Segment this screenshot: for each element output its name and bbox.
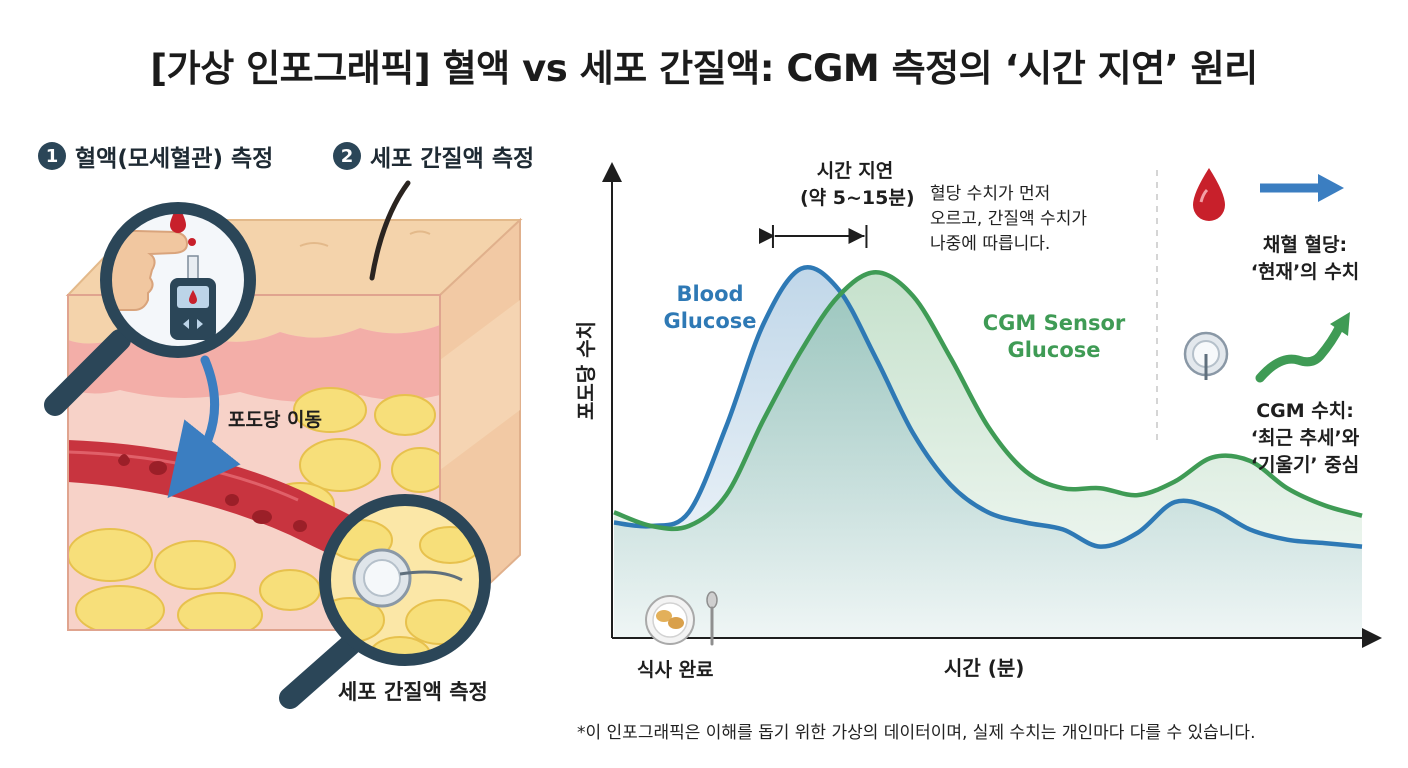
legend-cgm-caption: CGM 수치: ‘최근 추세’와 ‘기울기’ 중심 [1250, 400, 1360, 476]
legend-blood-caption: 채혈 혈당: ‘현재’의 수치 [1250, 234, 1360, 283]
right-arrow-icon [1260, 174, 1344, 202]
magnifier-interstitial-sensor [279, 494, 491, 709]
series-line-0 [613, 265, 1363, 549]
lag-explanation-note: 혈당 수치가 먼저 오르고, 간질액 수치가 나중에 따릅니다. [930, 184, 1087, 254]
footnote: *이 인포그래픽은 이해를 돕기 위한 가상의 데이터이며, 실제 수치는 개인… [577, 723, 1256, 743]
x-axis-label: 시간 (분) [944, 656, 1025, 680]
magnifier-finger-prick [44, 202, 256, 416]
step-2-header: 2 세포 간질액 측정 [333, 139, 534, 173]
skin-cross-section-illustration [44, 180, 523, 709]
time-lag-label: 시간 지연 (약 5~15분) [800, 160, 915, 209]
cgm-sensor-icon [1183, 331, 1229, 380]
time-lag-indicator [758, 225, 868, 248]
trend-arrow-icon [1255, 312, 1350, 383]
glucose-flow-arrow [167, 355, 241, 499]
interstitial-measure-label: 세포 간질액 측정 [338, 680, 488, 704]
glucose-lag-chart [602, 162, 1382, 648]
meal-plate-icon [645, 591, 718, 646]
series-label-cgm: CGM Sensor Glucose [982, 311, 1126, 362]
page-title: [가상 인포그래픽] 혈액 vs 세포 간질액: CGM 측정의 ‘시간 지연’… [150, 47, 1258, 90]
step-number-badge: 2 [333, 142, 361, 170]
series-label-blood: Blood Glucose [663, 282, 757, 333]
y-axis-label: 포도당 수치 [574, 321, 598, 420]
step-label: 세포 간질액 측정 [370, 146, 535, 172]
x-start-label: 식사 완료 [637, 659, 714, 681]
series-line-1 [613, 269, 1363, 532]
step-number-badge: 1 [38, 142, 66, 170]
step-label: 혈액(모세혈관) 측정 [75, 146, 274, 172]
blood-drop-icon [1193, 168, 1225, 221]
glucose-move-label: 포도당 이동 [228, 409, 323, 431]
step-1-header: 1 혈액(모세혈관) 측정 [38, 139, 273, 173]
series-area-1 [614, 272, 1362, 638]
